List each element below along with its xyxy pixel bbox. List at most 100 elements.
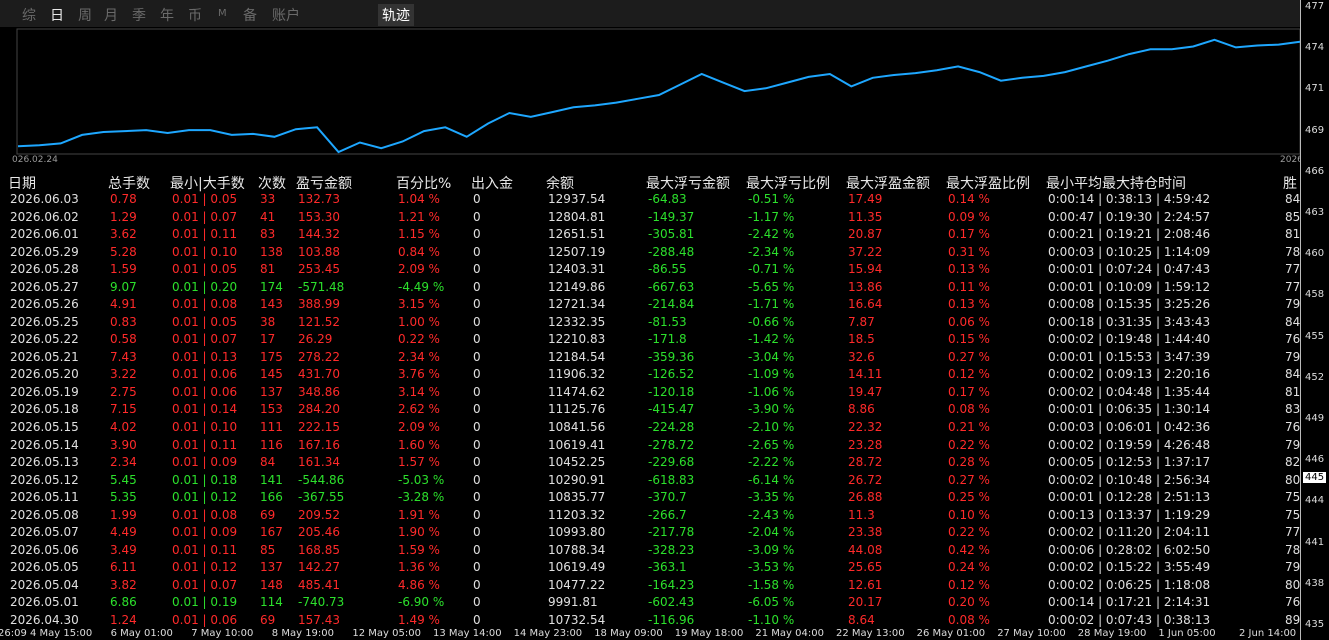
- time-label: 19 May 18:00: [674, 628, 744, 639]
- table-cell: -64.83: [648, 192, 687, 206]
- table-cell: -217.78: [648, 525, 695, 540]
- tab[interactable]: 账户: [272, 8, 300, 24]
- table-cell: 1.59 %: [398, 542, 440, 557]
- table-cell: 79: [1285, 437, 1300, 452]
- table-cell: 0:00:02 | 0:06:25 | 1:18:08: [1048, 577, 1211, 592]
- table-cell: 12651.51: [548, 227, 606, 242]
- table-cell: 79: [1285, 560, 1300, 575]
- tab[interactable]: 综: [22, 8, 36, 24]
- table-cell: 0.01 | 0.20: [172, 279, 238, 294]
- table-cell: 0.01 | 0.13: [172, 349, 238, 364]
- table-cell: 0.06 %: [948, 314, 990, 329]
- table-cell: 81: [1285, 227, 1300, 242]
- table-cell: 0.13 %: [948, 297, 990, 312]
- equity-chart: 026.02.24 2026: [12, 28, 1300, 165]
- tab-bar: 综日周月季年币 M 备账户 轨迹: [0, 0, 1300, 27]
- table-cell: 1.99: [110, 507, 137, 522]
- table-cell: 253.45: [298, 262, 340, 277]
- table-cell: 78: [1285, 244, 1300, 259]
- table-cell: 81: [1285, 384, 1300, 399]
- tab[interactable]: 周: [78, 8, 92, 24]
- table-cell: 121.52: [298, 314, 340, 329]
- table-cell: -266.7: [648, 507, 687, 522]
- table-cell: 0: [473, 577, 481, 592]
- tab[interactable]: M: [218, 8, 227, 19]
- table-cell: -0.66 %: [748, 314, 795, 329]
- time-label: 6 May 01:00: [110, 628, 173, 639]
- time-label: 1 Jun 05:00: [1158, 628, 1216, 639]
- table-cell: 0:00:01 | 0:12:28 | 2:51:13: [1048, 490, 1211, 505]
- table-cell: -2.10 %: [748, 420, 795, 435]
- table-cell: 168.85: [298, 542, 340, 557]
- table-cell: 0:00:18 | 0:31:35 | 3:43:43: [1048, 314, 1211, 329]
- time-label: 26:09: [0, 628, 27, 639]
- tab[interactable]: 季: [132, 8, 146, 24]
- price-label: 474: [1305, 42, 1325, 54]
- table-cell: 17.49: [848, 192, 883, 206]
- table-cell: -2.04 %: [748, 525, 795, 540]
- price-label: 438: [1305, 577, 1325, 589]
- table-cell: -618.83: [648, 472, 695, 487]
- table-cell: -171.8: [648, 332, 687, 347]
- table-cell: 69: [260, 507, 276, 522]
- table-cell: 0.01 | 0.06: [172, 367, 238, 382]
- table-cell: 18.5: [848, 332, 875, 347]
- table-cell: 0: [473, 192, 481, 206]
- table-cell: 2026.05.12: [10, 472, 79, 487]
- table-cell: 0.21 %: [948, 420, 990, 435]
- table-cell: 12184.54: [548, 349, 606, 364]
- price-label: 449: [1305, 413, 1325, 424]
- column-header: 最大浮盈比例: [946, 176, 1030, 192]
- table-cell: 205.46: [298, 525, 340, 540]
- column-header: 日期: [8, 176, 36, 192]
- table-cell: 0.08 %: [948, 402, 990, 417]
- table-cell: 23.28: [848, 437, 883, 452]
- table-cell: 75: [1285, 507, 1300, 522]
- tab[interactable]: 日: [50, 8, 64, 24]
- table-cell: 7.43: [110, 349, 137, 364]
- column-header: 最大浮亏金额: [646, 176, 730, 192]
- tab[interactable]: 币: [188, 8, 202, 24]
- table-cell: 10619.41: [548, 437, 606, 452]
- table-cell: -164.23: [648, 577, 695, 592]
- table-cell: 0.22 %: [398, 332, 440, 347]
- table-cell: 0.25 %: [948, 490, 990, 505]
- table-cell: 0:00:06 | 0:28:02 | 6:02:50: [1048, 542, 1211, 557]
- table-cell: -288.48: [648, 244, 695, 259]
- price-label: 471: [1305, 83, 1325, 95]
- table-cell: 2.62 %: [398, 402, 440, 417]
- table-cell: 69: [260, 612, 276, 627]
- table-cell: 153: [260, 402, 283, 417]
- current-price: 445: [1303, 472, 1327, 483]
- table-cell: 0:00:02 | 0:11:20 | 2:04:11: [1048, 525, 1211, 540]
- price-label: 458: [1305, 289, 1325, 301]
- tab[interactable]: 年: [160, 8, 174, 24]
- table-cell: 0: [473, 279, 481, 294]
- table-cell: 2026.04.30: [10, 612, 79, 627]
- table-cell: 2026.06.01: [10, 227, 79, 242]
- tab[interactable]: 月: [104, 8, 118, 24]
- table-cell: 76: [1285, 332, 1300, 347]
- tab[interactable]: 备: [243, 8, 257, 24]
- table-cell: -6.90 %: [398, 595, 445, 610]
- column-header: 盈亏金额: [296, 176, 352, 192]
- table-cell: 222.15: [298, 420, 340, 435]
- price-label: 452: [1305, 371, 1325, 383]
- table-cell: 0.01 | 0.07: [172, 332, 238, 347]
- table-cell: 2026.05.01: [10, 595, 79, 610]
- table-cell: 16.64: [848, 297, 883, 312]
- table-cell: 0.01 | 0.10: [172, 244, 238, 259]
- track-tab[interactable]: 轨迹: [378, 4, 414, 26]
- table-cell: 12210.83: [548, 332, 606, 347]
- table-cell: 10477.22: [548, 577, 606, 592]
- table-cell: 0:00:01 | 0:07:24 | 0:47:43: [1048, 262, 1211, 277]
- table-cell: 3.49: [110, 542, 137, 557]
- table-cell: 3.15 %: [398, 297, 440, 312]
- table-cell: 0.24 %: [948, 560, 990, 575]
- table-cell: 4.02: [110, 420, 137, 435]
- table-cell: -126.52: [648, 367, 695, 382]
- table-cell: 4.86 %: [398, 577, 440, 592]
- table-cell: 2026.06.02: [10, 209, 79, 224]
- table-cell: 10619.49: [548, 560, 606, 575]
